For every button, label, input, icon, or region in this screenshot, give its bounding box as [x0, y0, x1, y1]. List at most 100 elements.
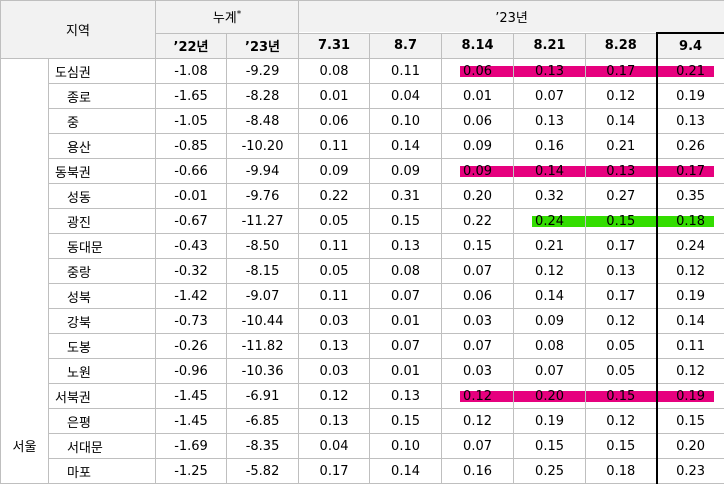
value-cell: 0.14 [655, 308, 724, 334]
value-cell: -9.94 [226, 158, 300, 184]
value-cell: 0.14 [513, 158, 587, 184]
value: 0.03 [319, 363, 349, 379]
value: -0.67 [174, 213, 208, 229]
value: 0.03 [463, 313, 492, 329]
value: -9.29 [245, 63, 280, 79]
value-cell: -0.96 [155, 358, 228, 384]
value: 0.12 [535, 263, 564, 279]
value: -11.82 [241, 338, 284, 354]
value: 0.04 [391, 88, 420, 104]
value: 0.15 [391, 413, 420, 429]
value: -1.45 [174, 388, 208, 404]
value: 0.20 [535, 388, 564, 404]
highlight-bar [657, 391, 714, 402]
value: -0.32 [174, 263, 208, 279]
value-cell: 0.12 [585, 408, 658, 434]
value: -11.27 [241, 213, 284, 229]
value: -1.25 [174, 463, 208, 479]
value: 0.07 [463, 338, 492, 354]
value: 0.07 [535, 363, 564, 379]
value: -0.85 [174, 138, 208, 154]
cumulative-col-header: ’23년 [226, 32, 300, 59]
cumulative-header: 누계* [155, 0, 300, 34]
table-row: 강북 -0.73 -10.44 0.03 0.01 0.03 0.09 0.12 0.14 [1, 308, 724, 334]
value-cell: 0.15 [441, 233, 515, 259]
value-cell: 0.01 [369, 308, 443, 334]
value: 0.01 [391, 313, 420, 329]
value-cell: 0.24 [513, 208, 587, 234]
value-cell: -1.25 [155, 458, 228, 484]
value-cell: -8.15 [226, 258, 300, 284]
value-cell: -0.43 [155, 233, 228, 259]
region-name: 서북권 [47, 383, 157, 409]
value: 0.17 [606, 238, 636, 254]
value: -8.48 [245, 113, 280, 129]
value: 0.11 [319, 288, 349, 304]
value: 0.07 [391, 288, 420, 304]
value: -0.66 [174, 163, 208, 179]
week-header: 8.14 [441, 32, 515, 59]
value: 0.17 [606, 288, 636, 304]
value: 0.07 [535, 88, 564, 104]
value-cell: 0.26 [655, 133, 724, 159]
table-row: 노원 -0.96 -10.36 0.03 0.01 0.03 0.07 0.05 0.12 [1, 358, 724, 384]
region-name: 도심권 [47, 58, 157, 84]
region-name: 강북 [47, 308, 157, 334]
highlight-bar [586, 166, 656, 177]
value: 0.14 [676, 313, 706, 329]
value: 0.11 [319, 238, 349, 254]
value: 0.12 [319, 388, 349, 404]
table-row: 동북권 -0.66 -9.94 0.09 0.09 0.09 0.14 0.13 0.17 [1, 158, 724, 184]
value: 0.26 [676, 138, 706, 154]
value: 0.16 [535, 138, 564, 154]
value-cell: 0.10 [369, 108, 443, 134]
value-cell: 0.21 [655, 58, 724, 84]
table-row: 광진 -0.67 -11.27 0.05 0.15 0.22 0.24 0.15 0.18 [1, 208, 724, 234]
value: -8.35 [245, 438, 280, 454]
value-cell: -0.67 [155, 208, 228, 234]
value-cell: 0.21 [513, 233, 587, 259]
value-cell: 0.12 [655, 258, 724, 284]
highlight-bar [514, 166, 586, 177]
value: 0.05 [319, 263, 349, 279]
value: 0.13 [606, 263, 636, 279]
value: 0.21 [676, 63, 706, 79]
year-header: ’23년 [298, 0, 724, 34]
region-name: 동대문 [47, 233, 157, 259]
value-cell: 0.14 [585, 108, 658, 134]
value: -10.36 [241, 363, 284, 379]
value: 0.13 [319, 338, 349, 354]
highlight-bar [514, 66, 586, 77]
value-cell: 0.13 [585, 158, 658, 184]
table-row: 성동 -0.01 -9.76 0.22 0.31 0.20 0.32 0.27 0.35 [1, 183, 724, 209]
value: 0.19 [676, 88, 706, 104]
value-cell: 0.17 [655, 158, 724, 184]
value: 0.15 [535, 438, 564, 454]
value-cell: 0.12 [298, 383, 371, 409]
value: 0.18 [606, 463, 636, 479]
value: 0.12 [463, 413, 492, 429]
value-cell: 0.13 [369, 233, 443, 259]
value-cell: 0.16 [513, 133, 587, 159]
value-cell: 0.17 [585, 283, 658, 309]
value: 0.10 [391, 113, 420, 129]
value-cell: -11.27 [226, 208, 300, 234]
week-header: 7.31 [298, 32, 371, 59]
region-name: 용산 [47, 133, 157, 159]
table-row: 도봉 -0.26 -11.82 0.13 0.07 0.07 0.08 0.05 0.11 [1, 333, 724, 359]
highlight-bar [657, 166, 714, 177]
value-cell: 0.15 [655, 408, 724, 434]
value: 0.05 [606, 338, 636, 354]
value: 0.35 [676, 188, 706, 204]
value-cell: 0.09 [441, 158, 515, 184]
footnote-mark: * [236, 9, 242, 20]
week-header: 8.28 [585, 32, 658, 59]
value: 0.10 [391, 438, 420, 454]
city-cell: 서울 [0, 58, 49, 484]
value-cell: -5.82 [226, 458, 300, 484]
value-cell: 0.15 [585, 208, 658, 234]
value: 0.31 [391, 188, 420, 204]
value-cell: 0.19 [655, 283, 724, 309]
value: 0.24 [535, 213, 564, 229]
value: 0.06 [463, 113, 492, 129]
